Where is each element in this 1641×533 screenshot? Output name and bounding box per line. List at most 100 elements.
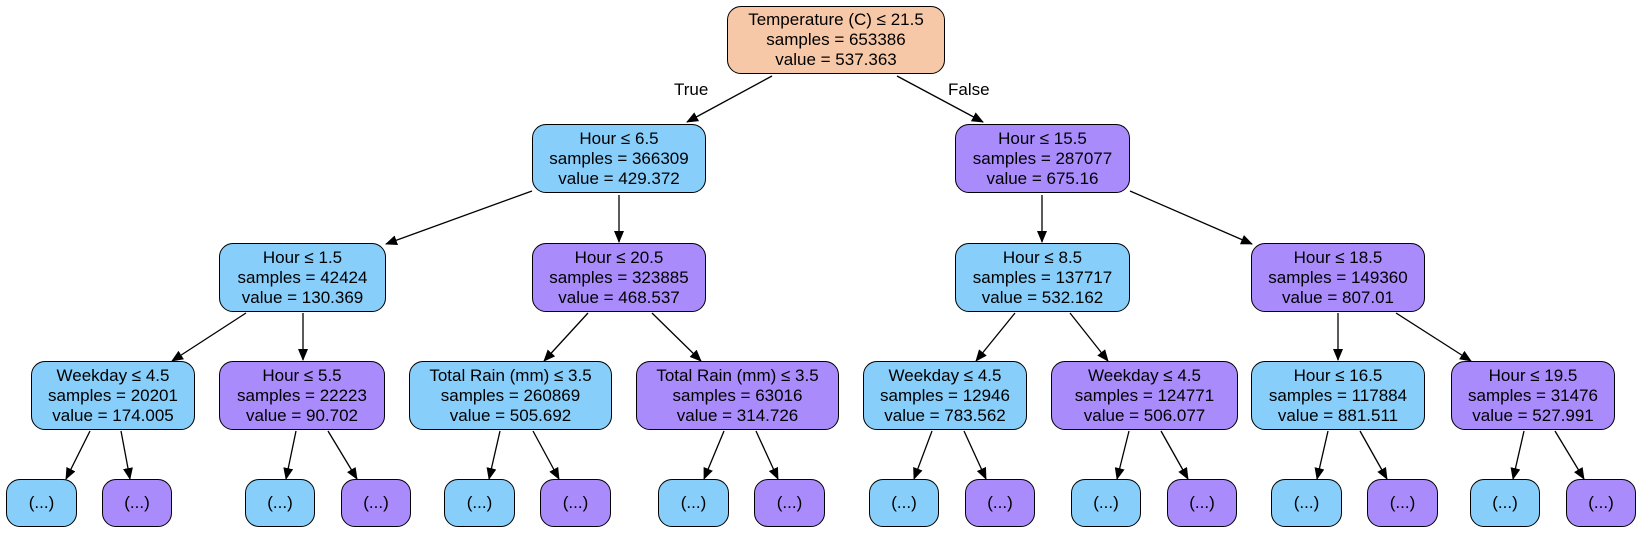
tree-node-line: (...) (562, 493, 589, 512)
tree-node-line: value = 90.702 (245, 405, 358, 425)
tree-node-line: (...) (466, 493, 493, 512)
tree-node-line: Weekday ≤ 4.5 (1088, 365, 1201, 385)
tree-node-line: Hour ≤ 19.5 (1488, 365, 1578, 385)
tree-node-line: Hour ≤ 16.5 (1293, 365, 1383, 385)
tree-leaf-ellipsis: (...) (1167, 479, 1237, 527)
tree-leaf-ellipsis: (...) (754, 479, 825, 527)
tree-node-n10: Total Rain (mm) ≤ 3.5 samples = 63016 valu… (636, 361, 839, 430)
tree-node-line: Hour ≤ 5.5 (262, 365, 342, 385)
tree-leaf-ellipsis: (...) (245, 479, 315, 527)
tree-node-n11: Weekday ≤ 4.5 samples = 12946 value = 783.… (863, 361, 1027, 430)
tree-edge-n4-n9 (543, 312, 589, 362)
tree-node-line: value = 527.991 (1472, 405, 1594, 425)
tree-node-line: value = 783.562 (884, 405, 1006, 425)
tree-node-line: value = 174.005 (52, 405, 174, 425)
tree-leaf-ellipsis: (...) (6, 479, 77, 527)
tree-leaf-ellipsis: (...) (540, 479, 611, 527)
tree-node-n5: Hour ≤ 8.5 samples = 137717 value = 532.16… (955, 243, 1130, 312)
tree-leaf-ellipsis: (...) (1071, 479, 1141, 527)
tree-leaf-ellipsis: (...) (1367, 479, 1438, 527)
tree-edge-n5-n11 (975, 312, 1016, 362)
tree-node-line: (...) (267, 493, 293, 512)
tree-node-line: (...) (1389, 493, 1416, 512)
tree-node-line: value = 130.369 (241, 287, 364, 307)
tree-edge-n11-l8 (913, 430, 933, 480)
tree-node-n3: Hour ≤ 1.5 samples = 42424 value = 130.369 (219, 243, 386, 312)
tree-node-line: Total Rain (mm) ≤ 3.5 (656, 365, 819, 385)
tree-node-n7: Weekday ≤ 4.5 samples = 20201 value = 174.… (31, 361, 195, 430)
tree-node-n1: Hour ≤ 6.5 samples = 366309 value = 429.37… (532, 124, 706, 193)
tree-node-line: samples = 137717 (972, 267, 1113, 287)
tree-node-line: Hour ≤ 18.5 (1293, 247, 1383, 267)
tree-node-line: samples = 124771 (1074, 385, 1215, 405)
tree-node-line: (...) (1492, 493, 1518, 512)
tree-node-line: (...) (124, 493, 150, 512)
tree-node-line: (...) (987, 493, 1013, 512)
tree-node-line: Total Rain (mm) ≤ 3.5 (429, 365, 592, 385)
tree-node-line: value = 532.162 (981, 287, 1104, 307)
tree-node-n12: Weekday ≤ 4.5 samples = 124771 value = 506… (1051, 361, 1238, 430)
tree-node-line: Hour ≤ 6.5 (579, 128, 659, 148)
tree-node-line: samples = 20201 (48, 385, 178, 405)
tree-node-line: Weekday ≤ 4.5 (888, 365, 1002, 385)
tree-edge-n3-n7 (171, 312, 247, 362)
tree-node-n6: Hour ≤ 18.5 samples = 149360 value = 807.0… (1251, 243, 1425, 312)
tree-leaf-ellipsis: (...) (1271, 479, 1342, 527)
tree-edge-n7-l0 (65, 430, 91, 480)
tree-edge-n7-l1 (120, 430, 133, 480)
tree-leaf-ellipsis: (...) (869, 479, 939, 527)
tree-edge-n0-n2 (896, 75, 984, 123)
tree-edge-n12-l10 (1114, 430, 1130, 480)
tree-node-line: Hour ≤ 15.5 (998, 128, 1087, 148)
tree-node-line: (...) (1588, 493, 1614, 512)
tree-node-line: samples = 12946 (880, 385, 1010, 405)
tree-node-line: Weekday ≤ 4.5 (56, 365, 170, 385)
tree-edge-n9-l4 (486, 430, 501, 480)
tree-edge-n10-l6 (703, 430, 725, 480)
tree-edge-n8-l3 (327, 430, 358, 480)
tree-node-line: Hour ≤ 20.5 (574, 247, 664, 267)
tree-node-line: (...) (776, 493, 803, 512)
tree-node-line: (...) (28, 493, 55, 512)
tree-node-line: (...) (1189, 493, 1215, 512)
tree-node-line: value = 314.726 (676, 405, 799, 425)
tree-edge-n12-l11 (1160, 430, 1189, 480)
tree-node-line: (...) (1093, 493, 1119, 512)
tree-node-line: value = 807.01 (1281, 287, 1394, 307)
tree-node-line: samples = 653386 (766, 30, 906, 49)
tree-node-line: samples = 287077 (972, 148, 1113, 168)
tree-node-line: (...) (891, 493, 917, 512)
tree-node-n4: Hour ≤ 20.5 samples = 323885 value = 468.5… (532, 243, 706, 312)
tree-node-line: samples = 323885 (549, 267, 689, 287)
tree-leaf-ellipsis: (...) (444, 479, 515, 527)
edge-label-false: False (948, 80, 990, 99)
tree-edge-n9-l5 (532, 430, 560, 480)
tree-node-n14: Hour ≤ 19.5 samples = 31476 value = 527.99… (1451, 361, 1615, 430)
tree-leaf-ellipsis: (...) (1470, 479, 1540, 527)
tree-node-line: Hour ≤ 1.5 (262, 247, 343, 267)
tree-node-line: samples = 22223 (237, 385, 367, 405)
tree-node-line: value = 506.077 (1083, 405, 1206, 425)
tree-node-line: samples = 260869 (440, 385, 581, 405)
tree-node-line: (...) (1293, 493, 1320, 512)
tree-leaf-ellipsis: (...) (341, 479, 411, 527)
tree-node-n0: Temperature (C) ≤ 21.5 samples = 653386 va… (727, 6, 945, 74)
tree-node-line: value = 505.692 (449, 405, 572, 425)
tree-edge-n5-n12 (1069, 312, 1109, 362)
tree-edge-n13-l13 (1359, 430, 1388, 480)
tree-leaf-ellipsis: (...) (102, 479, 172, 527)
tree-edge-n6-n14 (1395, 312, 1472, 362)
tree-node-line: value = 881.511 (1277, 405, 1399, 425)
edge-label-true: True (674, 80, 709, 99)
tree-node-line: value = 429.372 (558, 168, 680, 188)
tree-node-line: value = 537.363 (775, 50, 897, 69)
tree-edge-n4-n10 (651, 312, 702, 362)
tree-node-n8: Hour ≤ 5.5 samples = 22223 value = 90.702 (219, 361, 385, 430)
tree-leaf-ellipsis: (...) (965, 479, 1035, 527)
tree-node-line: Hour ≤ 8.5 (1002, 247, 1083, 267)
tree-node-line: value = 468.537 (558, 287, 680, 307)
tree-edge-n8-l2 (283, 430, 297, 480)
tree-node-n9: Total Rain (mm) ≤ 3.5 samples = 260869 val… (409, 361, 612, 430)
